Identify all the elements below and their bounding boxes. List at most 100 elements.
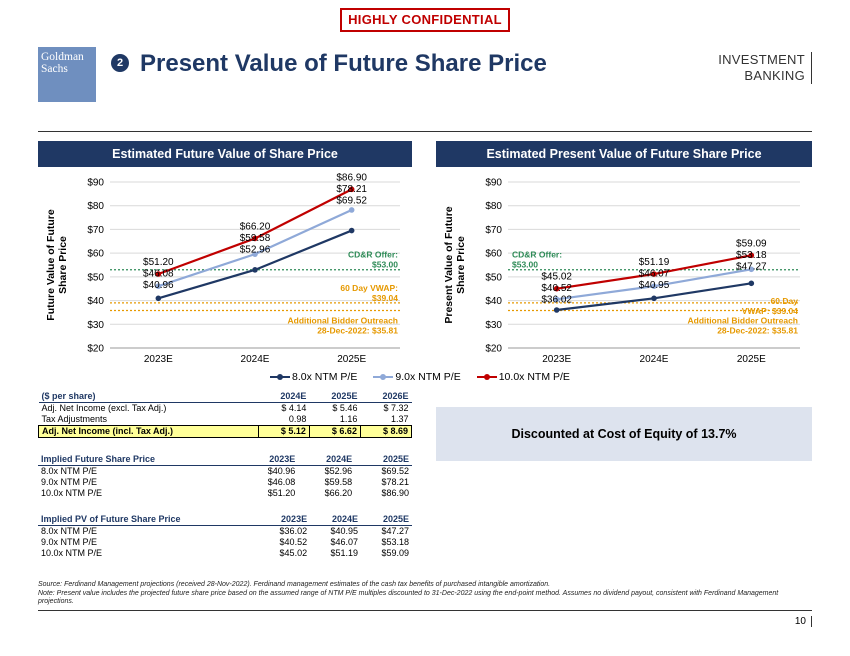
y-tick-label: $40 bbox=[485, 296, 502, 307]
table-row: 9.0x NTM P/E $40.52 $46.07 $53.18 bbox=[38, 537, 412, 548]
data-point-10x bbox=[348, 186, 355, 193]
data-label-9x: $78.21 bbox=[336, 184, 367, 195]
ref-label-cdr-line2: $53.00 bbox=[512, 260, 538, 270]
data-label-10x: $45.02 bbox=[541, 272, 572, 283]
data-label-10x: $86.90 bbox=[336, 172, 367, 183]
data-point-8x bbox=[651, 295, 657, 302]
row-label: Adj. Net Income (excl. Tax Adj.) bbox=[41, 403, 167, 413]
y-tick-label: $80 bbox=[485, 201, 502, 212]
legend-item-9x: 9.0x NTM P/E bbox=[373, 371, 461, 383]
y-tick-label: $50 bbox=[485, 272, 502, 283]
table-header: 2025E bbox=[309, 391, 361, 403]
legend-marker-9x bbox=[373, 374, 394, 380]
future-value-chart: Future Value of FutureShare Price $20 $30 $… bbox=[38, 168, 412, 368]
data-label-10x: $59.09 bbox=[736, 238, 767, 249]
highlighted-row: Adj. Net Income (incl. Tax Adj.) $ 5.12 … bbox=[38, 425, 413, 438]
table-cell: $ 6.62 bbox=[308, 425, 361, 438]
left-panel-title: Estimated Future Value of Share Price bbox=[38, 141, 412, 167]
table-header: 2024E bbox=[310, 514, 362, 526]
ref-label-cdr-line2: $53.00 bbox=[372, 260, 398, 270]
table-cell: $52.96 bbox=[324, 466, 353, 476]
table-header: 2025E bbox=[361, 514, 412, 526]
data-label-8x: $52.96 bbox=[240, 244, 271, 255]
table-cell: $86.90 bbox=[381, 488, 409, 498]
y-axis-title-line: Share Price bbox=[455, 236, 467, 294]
row-label: 8.0x NTM P/E bbox=[41, 466, 98, 476]
y-tick-label: $60 bbox=[485, 249, 502, 260]
y-tick-label: $30 bbox=[87, 320, 104, 331]
row-label: 10.0x NTM P/E bbox=[41, 488, 103, 498]
table-cell: $40.95 bbox=[330, 526, 359, 536]
table-cell: $69.52 bbox=[381, 466, 409, 476]
header-divider bbox=[38, 131, 812, 132]
data-point-8x bbox=[748, 280, 755, 287]
data-point-10x bbox=[748, 252, 755, 259]
data-point-9x bbox=[748, 266, 755, 273]
table-header: 2023E bbox=[241, 454, 299, 466]
data-point-10x bbox=[651, 271, 657, 277]
row-label: Adj. Net Income (incl. Tax Adj.) bbox=[38, 425, 259, 438]
data-label-9x: $53.18 bbox=[736, 250, 767, 261]
ref-label-vwap-line2: $39.04 bbox=[372, 293, 398, 303]
table-cell: 1.16 bbox=[339, 414, 358, 424]
net-income-table-wrap: ($ per share) 2024E 2025E 2026E Adj. Net… bbox=[38, 391, 413, 438]
data-point-9x bbox=[553, 296, 560, 303]
data-point-9x bbox=[651, 283, 657, 289]
present-value-chart-svg: Present Value of FutureShare Price $20 $30… bbox=[443, 178, 800, 365]
data-label-10x: $66.20 bbox=[240, 221, 271, 232]
table-cell: $40.96 bbox=[267, 466, 296, 476]
ref-label-outreach-line1: Additional Bidder Outreach bbox=[687, 316, 798, 326]
table-cell: $40.52 bbox=[279, 537, 308, 547]
table-cell: $45.02 bbox=[279, 548, 308, 558]
table-header: Implied Future Share Price bbox=[38, 454, 242, 466]
data-point-8x bbox=[155, 295, 162, 302]
step-badge: 2 bbox=[111, 54, 129, 72]
data-label-9x: $40.52 bbox=[541, 283, 572, 294]
data-point-9x bbox=[348, 207, 355, 213]
table-header: ($ per share) bbox=[38, 391, 259, 403]
chart-legend: 8.0x NTM P/E 9.0x NTM P/E 10.0x NTM P/E bbox=[270, 371, 570, 383]
table-cell: $ 4.14 bbox=[281, 403, 307, 413]
present-value-chart: Present Value of FutureShare Price $20 $30… bbox=[436, 168, 812, 368]
ref-label-vwap-line2: VWAP: $39.04 bbox=[742, 306, 798, 316]
x-tick-label: 2024E bbox=[241, 354, 270, 365]
data-point-8x bbox=[348, 227, 355, 234]
future-value-chart-svg: Future Value of FutureShare Price $20 $30 $… bbox=[45, 172, 400, 365]
net-income-table: ($ per share) 2024E 2025E 2026E Adj. Net… bbox=[38, 391, 413, 438]
future-price-table-wrap: Implied Future Share Price 2023E 2024E 2… bbox=[38, 454, 412, 499]
legend-item-8x: 8.0x NTM P/E bbox=[270, 371, 357, 383]
data-point-9x bbox=[252, 251, 258, 257]
table-cell: $46.07 bbox=[330, 537, 359, 547]
row-label: 9.0x NTM P/E bbox=[41, 477, 98, 487]
table-header: 2023E bbox=[259, 514, 311, 526]
data-label-10x: $51.20 bbox=[143, 257, 174, 268]
table-row: 8.0x NTM P/E $40.96 $52.96 $69.52 bbox=[38, 466, 412, 478]
table-header: Implied PV of Future Share Price bbox=[38, 514, 260, 526]
ref-label-outreach-line2: 28-Dec-2022: $35.81 bbox=[717, 326, 798, 336]
table-cell: $78.21 bbox=[381, 477, 409, 487]
pv-table: Implied PV of Future Share Price 2023E 2… bbox=[38, 514, 412, 559]
row-label: 10.0x NTM P/E bbox=[41, 548, 103, 558]
brand-line-2: BANKING bbox=[744, 68, 805, 83]
table-cell: $51.20 bbox=[267, 488, 296, 498]
table-row: 8.0x NTM P/E $36.02 $40.95 $47.27 bbox=[38, 526, 412, 538]
brand-line-1: INVESTMENT bbox=[718, 52, 805, 67]
y-axis-title: Future Value of FutureShare Price bbox=[45, 209, 69, 321]
x-tick-label: 2025E bbox=[737, 354, 766, 365]
y-tick-label: $20 bbox=[87, 344, 104, 355]
legend-label-8x: 8.0x NTM P/E bbox=[292, 371, 358, 383]
data-label-8x: $40.95 bbox=[639, 280, 670, 291]
table-cell: $ 7.32 bbox=[383, 403, 409, 413]
pv-table-wrap: Implied PV of Future Share Price 2023E 2… bbox=[38, 514, 412, 559]
table-header-row: Implied PV of Future Share Price 2023E 2… bbox=[38, 514, 412, 526]
y-tick-label: $90 bbox=[87, 178, 104, 189]
data-point-9x bbox=[155, 283, 162, 289]
table-cell: $51.19 bbox=[330, 548, 359, 558]
table-row: 10.0x NTM P/E $51.20 $66.20 $86.90 bbox=[38, 488, 412, 499]
table-cell: $ 8.69 bbox=[359, 425, 413, 438]
table-row: Tax Adjustments 0.98 1.16 1.37 bbox=[39, 414, 412, 426]
y-tick-label: $40 bbox=[87, 296, 104, 307]
y-tick-label: $70 bbox=[87, 225, 104, 236]
y-axis-title: Present Value of FutureShare Price bbox=[443, 206, 467, 323]
data-point-10x bbox=[155, 271, 162, 277]
